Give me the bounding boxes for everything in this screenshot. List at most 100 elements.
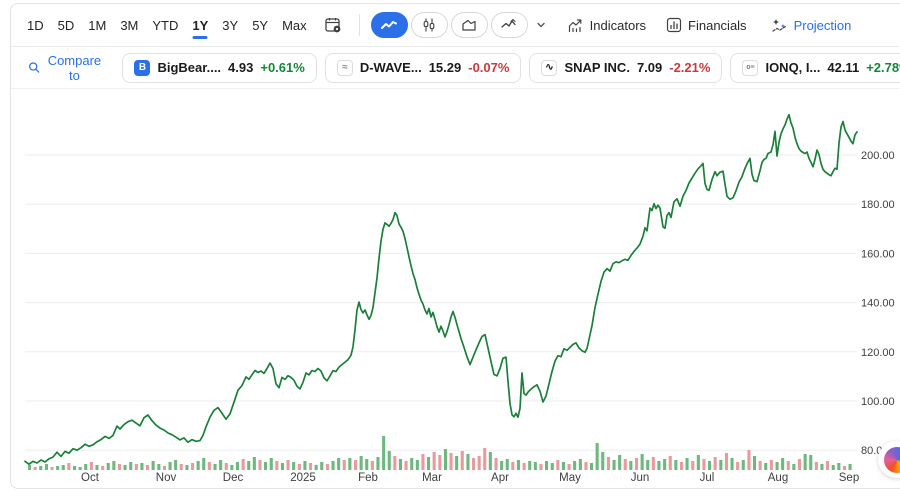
volume-bar xyxy=(56,466,60,470)
compare-chip[interactable]: ≈ D-WAVE... 15.29 -0.07% xyxy=(324,52,522,83)
volume-bar xyxy=(258,460,262,470)
volume-bar xyxy=(691,461,695,470)
volume-bar xyxy=(567,464,571,470)
ticker-name: D-WAVE... xyxy=(359,60,422,75)
volume-bar xyxy=(123,465,127,470)
volume-bar xyxy=(516,460,520,470)
volume-bar xyxy=(207,462,211,470)
volume-bar xyxy=(724,453,728,470)
ticker-change: +2.78% xyxy=(866,60,900,75)
volume-bar xyxy=(713,457,717,470)
financials-button[interactable]: Financials xyxy=(662,11,751,39)
volume-bar xyxy=(679,462,683,470)
x-axis-label: Nov xyxy=(156,472,177,484)
toolbar: 1D 5D 1M 3M YTD 1Y 3Y 5Y Max xyxy=(11,4,899,47)
range-button-5y[interactable]: 5Y xyxy=(245,12,275,39)
range-button-3y[interactable]: 3Y xyxy=(215,12,245,39)
ticker-price: 7.09 xyxy=(636,60,663,75)
range-button-5d[interactable]: 5D xyxy=(51,12,82,39)
ticker-logo-icon: ∿ xyxy=(541,59,558,76)
volume-bar xyxy=(640,454,644,470)
range-button-ytd[interactable]: YTD xyxy=(145,12,185,39)
range-button-max[interactable]: Max xyxy=(275,12,314,39)
date-range-button[interactable] xyxy=(318,12,348,38)
volume-bar xyxy=(702,459,706,470)
volume-bar xyxy=(539,464,543,470)
compare-row: Compare to B BigBear.... 4.93 +0.61% ≈ D-WAVE… xyxy=(11,47,900,89)
area-chart-icon xyxy=(462,19,476,31)
volume-bar xyxy=(753,456,757,470)
candlestick-chart-type-button[interactable] xyxy=(410,12,448,38)
ticker-logo-icon: ≈ xyxy=(336,59,353,76)
indicators-button[interactable]: Indicators xyxy=(564,12,650,39)
compare-chip[interactable]: ∿ SNAP INC. 7.09 -2.21% xyxy=(529,52,723,83)
volume-bar xyxy=(219,460,223,470)
volume-bar xyxy=(354,460,358,470)
volume-bar xyxy=(224,463,228,470)
baseline-chart-type-button[interactable] xyxy=(490,12,528,38)
volume-bar xyxy=(831,465,835,470)
volume-bar xyxy=(635,458,639,470)
range-button-1d[interactable]: 1D xyxy=(20,12,51,39)
volume-bar xyxy=(337,458,341,470)
x-axis-label: Mar xyxy=(422,472,442,484)
volume-bar xyxy=(95,465,99,470)
volume-bar xyxy=(674,460,678,470)
area-chart-type-button[interactable] xyxy=(450,12,488,38)
range-button-1m[interactable]: 1M xyxy=(81,12,113,39)
price-chart[interactable]: 200.00180.00160.00140.00120.00100.0080.0… xyxy=(0,90,900,500)
volume-bar xyxy=(826,461,830,470)
volume-bar xyxy=(297,464,301,470)
x-axis-label: Feb xyxy=(358,472,378,484)
x-axis-label: May xyxy=(559,472,581,484)
line-chart-type-button[interactable] xyxy=(370,12,408,38)
volume-bar xyxy=(663,459,667,470)
x-axis-label: Dec xyxy=(223,472,244,484)
volume-bar xyxy=(668,456,672,470)
projection-label: Projection xyxy=(793,17,852,33)
volume-bar xyxy=(421,454,425,470)
volume-bar xyxy=(477,456,481,470)
volume-bar xyxy=(151,461,155,470)
compare-to-label: Compare to xyxy=(47,52,102,83)
volume-bar xyxy=(230,465,234,470)
volume-bar xyxy=(303,461,307,470)
volume-bar xyxy=(269,458,273,470)
calendar-icon xyxy=(325,18,341,33)
line-chart-icon xyxy=(381,21,398,29)
volume-bar xyxy=(134,464,138,470)
volume-bar xyxy=(140,463,144,470)
volume-bar xyxy=(50,467,54,470)
copilot-button[interactable] xyxy=(878,441,900,478)
volume-bar xyxy=(595,443,599,470)
volume-bar xyxy=(494,458,498,470)
range-button-3m[interactable]: 3M xyxy=(113,12,145,39)
volume-bar xyxy=(550,463,554,470)
volume-bar xyxy=(820,464,824,470)
volume-bar xyxy=(488,452,492,470)
chart-type-expand-button[interactable] xyxy=(531,17,551,33)
volume-bar xyxy=(320,462,324,470)
projection-button[interactable]: Projection xyxy=(767,12,856,39)
volume-bar xyxy=(522,463,526,470)
volume-bar xyxy=(292,462,296,470)
volume-bar xyxy=(500,461,504,470)
volume-bar xyxy=(387,451,391,470)
volume-bar xyxy=(168,462,172,470)
volume-bar xyxy=(325,464,329,470)
x-axis-label: Sep xyxy=(839,472,859,484)
x-axis-label: Oct xyxy=(81,472,100,484)
volume-bar xyxy=(781,458,785,470)
volume-bar xyxy=(511,462,515,470)
range-buttons: 1D 5D 1M 3M YTD 1Y 3Y 5Y Max xyxy=(20,12,314,39)
compare-chip[interactable]: B BigBear.... 4.93 +0.61% xyxy=(122,52,317,83)
range-button-1y[interactable]: 1Y xyxy=(185,12,215,39)
volume-bar xyxy=(247,461,251,470)
compare-chips: B BigBear.... 4.93 +0.61% ≈ D-WAVE... 15.29 -0.… xyxy=(122,52,900,83)
compare-to-button[interactable]: Compare to xyxy=(28,53,102,83)
volume-bar xyxy=(584,462,588,470)
compare-chip[interactable]: o≡ IONQ, I... 42.11 +2.78% xyxy=(730,52,900,83)
volume-bar xyxy=(275,461,279,470)
indicators-label: Indicators xyxy=(589,17,647,33)
volume-bar xyxy=(33,467,37,470)
